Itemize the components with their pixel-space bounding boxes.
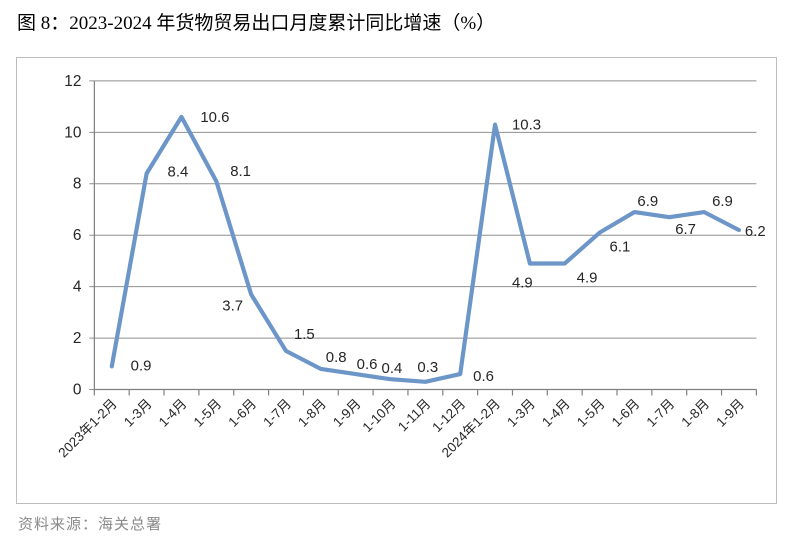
x-axis-label: 1-4月 (156, 396, 190, 430)
x-axis-label: 1-6月 (609, 396, 643, 430)
data-point-label: 3.7 (222, 297, 243, 314)
x-axis-label: 1-8月 (678, 396, 712, 430)
x-axis-label: 1-3月 (504, 396, 538, 430)
x-axis-label: 1-7月 (260, 396, 294, 430)
x-axis-label: 1-5月 (191, 396, 225, 430)
data-point-label: 10.3 (512, 117, 541, 134)
y-axis-label: 4 (73, 279, 82, 296)
x-axis-label: 1-8月 (295, 396, 329, 430)
data-point-label: 0.6 (357, 356, 378, 373)
data-point-label: 4.9 (577, 269, 598, 286)
data-point-label: 10.6 (200, 109, 229, 126)
data-point-label: 6.9 (712, 193, 733, 210)
y-axis-label: 2 (73, 330, 82, 347)
x-axis-label: 1-11月 (395, 396, 433, 434)
data-point-label: 0.6 (473, 368, 494, 385)
data-point-label: 0.4 (382, 360, 403, 377)
data-point-label: 0.9 (131, 357, 152, 374)
data-point-label: 0.3 (417, 359, 438, 376)
source-note: 资料来源：海关总署 (18, 517, 163, 533)
x-axis-label: 1-9月 (713, 396, 747, 430)
y-axis-label: 0 (73, 381, 82, 398)
x-axis-label: 1-4月 (539, 396, 573, 430)
y-axis-label: 6 (73, 227, 82, 244)
series-line (109, 114, 742, 384)
x-axis-label: 1-7月 (644, 396, 678, 430)
x-axis-label: 1-10月 (360, 396, 399, 435)
x-axis-label: 2023年1-2月 (55, 396, 119, 460)
data-point-label: 4.9 (512, 274, 533, 291)
y-axis-label: 10 (64, 124, 81, 141)
data-point-label: 6.2 (745, 223, 766, 240)
data-point-label: 0.8 (326, 349, 347, 366)
data-point-label: 8.4 (168, 163, 189, 180)
chart-area: 0 2 4 6 8 10 12 2023年1-2月 1-3月 1-4月 1-5月 1-6月 1-7月 1-… (16, 57, 777, 504)
data-point-label: 1.5 (294, 326, 315, 343)
x-axis-label: 1-5月 (574, 396, 608, 430)
data-point-label: 6.1 (610, 239, 631, 256)
y-axis-label: 12 (64, 73, 81, 90)
data-point-label: 6.7 (675, 221, 696, 238)
data-point-label: 6.9 (637, 193, 658, 210)
data-point-label: 8.1 (230, 163, 251, 180)
x-axis-label: 1-6月 (225, 396, 259, 430)
x-axis-label: 1-3月 (121, 396, 155, 430)
y-axis-label: 8 (73, 176, 82, 193)
figure-title: 图 8：2023-2024 年货物贸易出口月度累计同比增速（%） (17, 13, 496, 34)
